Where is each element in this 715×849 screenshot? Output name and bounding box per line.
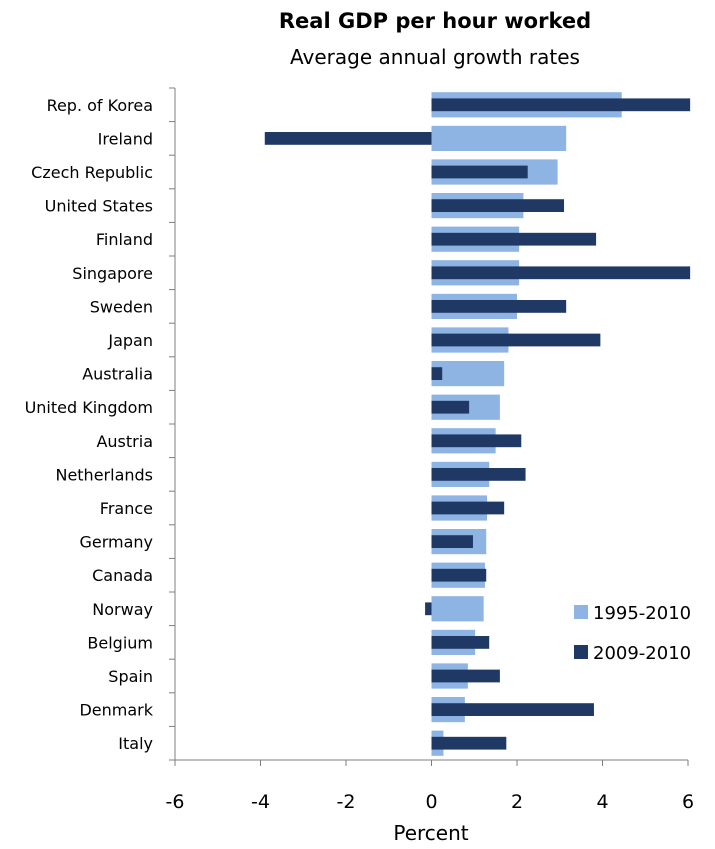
category-label: Germany xyxy=(79,533,153,552)
category-label: Australia xyxy=(82,365,153,384)
category-label: Belgium xyxy=(87,633,153,652)
x-tick-label: -6 xyxy=(166,791,185,813)
category-label: Rep. of Korea xyxy=(47,96,153,115)
category-label: Czech Republic xyxy=(31,163,153,182)
bars-group xyxy=(264,92,691,756)
bar-1995-2010 xyxy=(431,125,567,151)
bar-2009-2010 xyxy=(431,535,473,548)
chart-title: Real GDP per hour worked xyxy=(279,9,591,33)
bar-2009-2010 xyxy=(431,400,470,414)
category-label: Singapore xyxy=(72,264,153,283)
bar-2009-2010 xyxy=(264,132,432,145)
x-tick-label: 2 xyxy=(511,791,523,813)
bar-2009-2010 xyxy=(431,165,528,179)
bar-2009-2010 xyxy=(431,468,526,481)
bar-2009-2010 xyxy=(431,736,507,750)
bar-2009-2010 xyxy=(431,636,490,649)
x-tick-label: 4 xyxy=(596,791,608,813)
bar-2009-2010 xyxy=(431,98,691,112)
category-label: Finland xyxy=(96,230,153,249)
bar-2009-2010 xyxy=(431,501,505,515)
bar-2009-2010 xyxy=(431,367,443,380)
legend-swatch xyxy=(574,605,588,619)
category-label: Spain xyxy=(108,667,153,686)
category-labels: Rep. of Korea Ireland Czech Republic United… xyxy=(25,96,154,753)
bar-2009-2010 xyxy=(431,434,522,448)
bar-2009-2010 xyxy=(431,199,565,212)
category-label: Sweden xyxy=(90,297,153,316)
bar-2009-2010 xyxy=(431,300,567,313)
category-label: Japan xyxy=(107,331,153,350)
legend-label: 2009-2010 xyxy=(593,643,691,664)
x-axis-title: Percent xyxy=(393,821,468,845)
category-label: Italy xyxy=(118,734,153,753)
category-label: France xyxy=(100,499,153,518)
category-label: Ireland xyxy=(98,129,153,148)
category-label: Denmark xyxy=(79,701,153,720)
bar-2009-2010 xyxy=(431,333,601,347)
category-label: United Kingdom xyxy=(25,398,153,417)
x-tick-label: 0 xyxy=(425,791,437,813)
legend-swatch xyxy=(574,645,588,659)
category-label: Norway xyxy=(92,600,153,619)
bar-2009-2010 xyxy=(431,266,691,280)
x-tick-label: 6 xyxy=(682,791,694,813)
bar-2009-2010 xyxy=(431,703,594,716)
category-label: Austria xyxy=(96,432,153,451)
bar-2009-2010 xyxy=(431,669,500,683)
category-label: Netherlands xyxy=(55,465,153,484)
bar-2009-2010 xyxy=(425,602,432,616)
bar-1995-2010 xyxy=(431,596,484,622)
axes-group xyxy=(169,87,689,766)
bar-2009-2010 xyxy=(431,568,487,582)
chart-subtitle: Average annual growth rates xyxy=(290,45,580,69)
bar-1995-2010 xyxy=(431,361,505,387)
x-tick-label: -4 xyxy=(251,791,270,813)
category-label: Canada xyxy=(92,566,153,585)
category-label: United States xyxy=(45,197,153,216)
legend-label: 1995-2010 xyxy=(593,603,691,624)
x-tick-labels: -6 -4 -2 0 2 4 6 xyxy=(166,791,695,813)
x-tick-label: -2 xyxy=(337,791,356,813)
bar-2009-2010 xyxy=(431,232,597,246)
legend: 1995-2010 2009-2010 xyxy=(574,603,691,664)
